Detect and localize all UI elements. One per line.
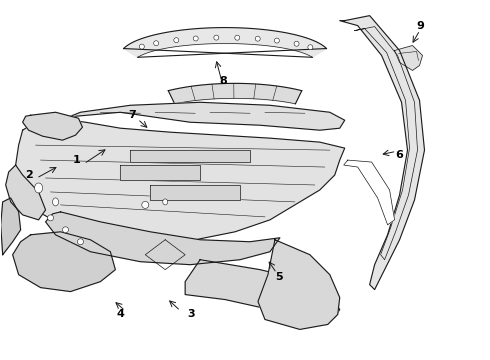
Polygon shape — [46, 212, 280, 265]
Text: 3: 3 — [188, 310, 195, 319]
Text: 8: 8 — [219, 76, 227, 86]
Ellipse shape — [35, 183, 43, 193]
Polygon shape — [55, 102, 345, 130]
Polygon shape — [340, 15, 424, 289]
Ellipse shape — [52, 198, 58, 206]
Circle shape — [77, 239, 83, 245]
Text: 6: 6 — [395, 150, 403, 160]
Polygon shape — [258, 240, 340, 329]
Circle shape — [193, 36, 198, 41]
Polygon shape — [150, 185, 240, 200]
Polygon shape — [394, 45, 422, 71]
Polygon shape — [23, 112, 82, 140]
Polygon shape — [123, 28, 326, 57]
Polygon shape — [6, 165, 46, 220]
Circle shape — [308, 45, 313, 50]
Circle shape — [154, 41, 159, 46]
Ellipse shape — [142, 201, 149, 208]
Polygon shape — [13, 232, 115, 292]
Polygon shape — [130, 150, 250, 162]
Polygon shape — [343, 160, 394, 225]
Text: 5: 5 — [275, 272, 283, 282]
Polygon shape — [185, 260, 340, 319]
Polygon shape — [168, 84, 302, 104]
Circle shape — [214, 35, 219, 40]
Circle shape — [139, 44, 145, 49]
Circle shape — [63, 227, 69, 233]
Polygon shape — [121, 165, 200, 180]
Circle shape — [274, 38, 279, 43]
Circle shape — [294, 41, 299, 46]
Circle shape — [48, 215, 53, 221]
Polygon shape — [16, 118, 345, 242]
Text: 1: 1 — [73, 155, 80, 165]
Circle shape — [174, 38, 179, 43]
Text: 4: 4 — [117, 310, 124, 319]
Text: 9: 9 — [416, 21, 424, 31]
Text: 7: 7 — [129, 111, 137, 121]
Polygon shape — [0, 198, 21, 255]
Circle shape — [235, 35, 240, 40]
Circle shape — [255, 36, 260, 41]
Ellipse shape — [163, 199, 168, 205]
Text: 2: 2 — [25, 170, 33, 180]
